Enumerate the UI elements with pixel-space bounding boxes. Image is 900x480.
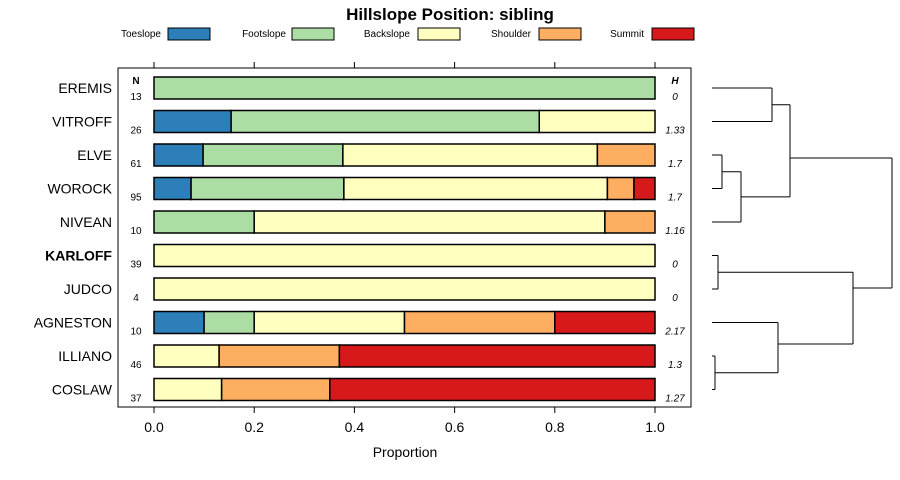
bar-segment-summit (554, 310, 656, 335)
row-karloff: KARLOFF 39 0 (45, 243, 678, 271)
h-value: 0 (672, 92, 678, 103)
x-tick-label: 0.2 (244, 419, 264, 435)
row-label: ELVE (77, 147, 112, 163)
row-label: NIVEAN (60, 214, 112, 230)
bar-segment-toeslope (153, 109, 232, 134)
x-tick-label: 0.6 (445, 419, 465, 435)
n-value: 10 (130, 226, 142, 237)
h-value: 1.16 (665, 226, 685, 237)
bar-segment-shoulder (403, 310, 556, 335)
h-value: 1.3 (668, 360, 682, 371)
legend-label-backslope: Backslope (364, 29, 411, 40)
row-label: EREMIS (58, 80, 112, 96)
bar-segment-footslope (153, 76, 656, 100)
legend-label-shoulder: Shoulder (491, 29, 532, 40)
x-axis-label: Proportion (373, 444, 438, 460)
bar-segment-backslope (343, 176, 609, 201)
bar-segment-footslope (190, 176, 345, 201)
n-value: 39 (130, 260, 142, 271)
row-label: KARLOFF (45, 248, 112, 264)
legend-swatch-shoulder (538, 27, 582, 41)
row-label: JUDCO (64, 281, 112, 297)
row-agneston: AGNESTON 10 2.17 (34, 310, 685, 338)
bar-segment-backslope (253, 210, 606, 234)
row-label: ILLIANO (58, 348, 112, 364)
bar-segment-summit (633, 176, 656, 201)
legend-swatch-summit (651, 27, 695, 41)
bar-segment-toeslope (153, 176, 192, 201)
chart-title: Hillslope Position: sibling (346, 5, 554, 24)
row-judco: JUDCO 4 0 (64, 277, 678, 304)
dendrogram (712, 87, 893, 390)
row-coslaw: COSLAW 37 1.27 (52, 377, 685, 405)
row-label: VITROFF (52, 114, 112, 130)
row-eremis: EREMIS 13 0 (58, 76, 678, 103)
bar-segment-footslope (203, 310, 255, 335)
h-value: 1.27 (665, 394, 685, 405)
h-value: 1.7 (668, 159, 682, 170)
x-tick-label: 1.0 (645, 419, 665, 435)
h-value: 1.7 (668, 193, 682, 204)
bar-segment-backslope (153, 344, 220, 368)
n-value: 95 (130, 193, 142, 204)
n-value: 26 (130, 126, 142, 137)
legend-swatch-toeslope (167, 27, 211, 41)
legend-swatch-backslope (417, 27, 461, 41)
h-column-header: H (671, 76, 679, 87)
row-illiano: ILLIANO 46 1.3 (58, 344, 682, 371)
bar-segment-footslope (230, 109, 541, 134)
legend-swatch-footslope (291, 27, 335, 41)
bar-segment-footslope (202, 143, 344, 167)
plot-area: 0.0 0.2 0.4 0.6 0.8 1.0 N H EREMIS 13 0 VITROFF 26 1.… (34, 62, 692, 435)
legend-label-footslope: Footslope (242, 29, 286, 40)
bar-segment-backslope (153, 243, 656, 268)
n-column-header: N (132, 76, 139, 87)
bar-segment-shoulder (604, 210, 656, 234)
bar-segment-backslope (253, 310, 406, 335)
n-value: 4 (133, 293, 139, 304)
bar-segment-backslope (538, 109, 656, 134)
row-label: AGNESTON (34, 315, 112, 331)
legend: Toeslope Footslope Backslope Shoulder Summit (121, 27, 695, 41)
row-label: COSLAW (52, 382, 113, 398)
row-nivean: NIVEAN 10 1.16 (60, 210, 685, 237)
bar-segment-toeslope (153, 143, 204, 167)
bar-segment-backslope (153, 277, 656, 301)
h-value: 2.17 (664, 327, 685, 338)
row-label: WOROCK (47, 181, 112, 197)
bar-segment-toeslope (153, 310, 205, 335)
h-value: 1.33 (665, 126, 685, 137)
legend-label-toeslope: Toeslope (121, 29, 161, 40)
n-value: 46 (130, 360, 142, 371)
bar-segment-summit (329, 377, 656, 402)
bar-segment-shoulder (220, 377, 331, 402)
n-value: 61 (130, 159, 142, 170)
h-value: 0 (672, 260, 678, 271)
x-tick-label: 0.0 (144, 419, 164, 435)
n-value: 13 (130, 92, 142, 103)
n-value: 10 (130, 327, 142, 338)
bar-segment-summit (338, 344, 656, 368)
x-tick-label: 0.4 (345, 419, 365, 435)
legend-label-summit: Summit (610, 29, 644, 40)
row-elve: ELVE 61 1.7 (77, 143, 682, 170)
x-tick-label: 0.8 (545, 419, 565, 435)
bar-segment-backslope (342, 143, 599, 167)
bar-segment-backslope (153, 377, 223, 402)
n-value: 37 (130, 394, 142, 405)
bar-segment-shoulder (596, 143, 656, 167)
plot-frame (117, 67, 692, 408)
row-vitroff: VITROFF 26 1.33 (52, 109, 685, 137)
row-worock: WOROCK 95 1.7 (47, 176, 682, 204)
h-value: 0 (672, 293, 678, 304)
bar-segment-shoulder (218, 344, 341, 368)
bar-segment-shoulder (606, 176, 635, 201)
bar-segment-footslope (153, 210, 255, 234)
